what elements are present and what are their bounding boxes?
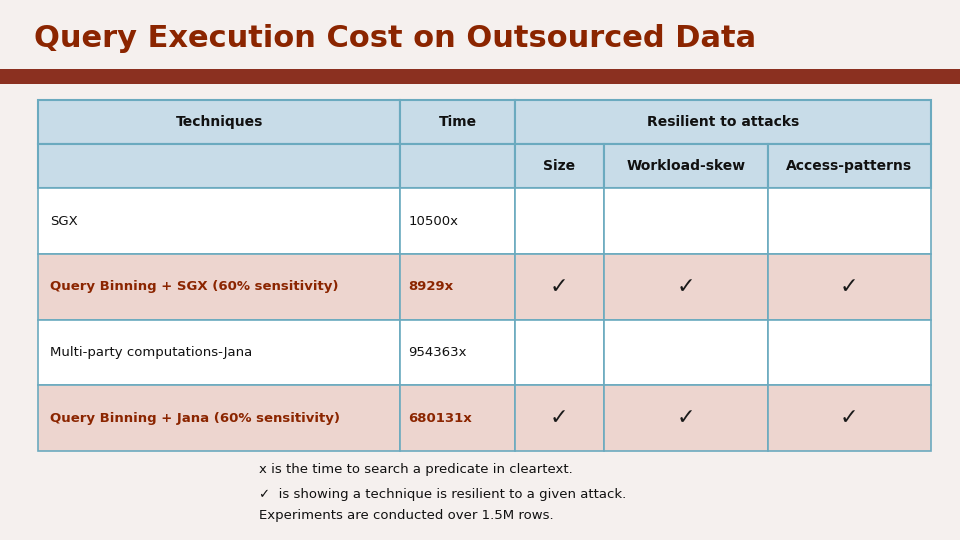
Bar — [767, 254, 931, 320]
Text: Query Binning + SGX (60% sensitivity): Query Binning + SGX (60% sensitivity) — [50, 280, 339, 293]
Bar — [400, 320, 515, 385]
Text: ✓: ✓ — [550, 277, 568, 297]
Text: Time: Time — [439, 115, 476, 129]
Bar — [515, 188, 604, 254]
Text: ✓: ✓ — [550, 408, 568, 428]
Bar — [604, 320, 767, 385]
Text: Workload-skew: Workload-skew — [626, 159, 745, 173]
Bar — [38, 254, 400, 320]
Text: Size: Size — [543, 159, 575, 173]
Bar — [515, 385, 604, 451]
Bar — [38, 385, 400, 451]
Bar — [515, 100, 931, 144]
Text: x is the time to search a predicate in cleartext.: x is the time to search a predicate in c… — [259, 463, 573, 476]
Text: Query Binning + Jana (60% sensitivity): Query Binning + Jana (60% sensitivity) — [50, 411, 340, 424]
Bar — [515, 144, 604, 188]
Bar — [767, 188, 931, 254]
Bar — [604, 254, 767, 320]
Bar — [604, 144, 767, 188]
Bar — [767, 385, 931, 451]
Text: 10500x: 10500x — [408, 215, 458, 228]
Bar — [400, 144, 515, 188]
Text: ✓: ✓ — [840, 277, 858, 297]
Text: Multi-party computations-Jana: Multi-party computations-Jana — [50, 346, 252, 359]
Text: Query Execution Cost on Outsourced Data: Query Execution Cost on Outsourced Data — [34, 24, 756, 53]
Text: 8929x: 8929x — [408, 280, 453, 293]
Bar — [38, 144, 400, 188]
Bar — [515, 320, 604, 385]
Text: Experiments are conducted over 1.5M rows.: Experiments are conducted over 1.5M rows… — [259, 509, 554, 522]
Bar — [767, 144, 931, 188]
Bar — [0, 69, 960, 84]
Text: 954363x: 954363x — [408, 346, 467, 359]
Bar — [38, 188, 400, 254]
Text: SGX: SGX — [50, 215, 78, 228]
Text: ✓: ✓ — [677, 408, 695, 428]
Text: Resilient to attacks: Resilient to attacks — [647, 115, 799, 129]
Bar — [515, 254, 604, 320]
Bar — [400, 254, 515, 320]
Bar — [604, 385, 767, 451]
Bar — [400, 100, 515, 144]
Bar — [38, 320, 400, 385]
Text: ✓: ✓ — [840, 408, 858, 428]
Bar — [38, 100, 400, 144]
Bar — [400, 385, 515, 451]
Bar — [767, 320, 931, 385]
Text: Techniques: Techniques — [176, 115, 263, 129]
Text: Access-patterns: Access-patterns — [786, 159, 912, 173]
Bar — [604, 188, 767, 254]
Text: ✓  is showing a technique is resilient to a given attack.: ✓ is showing a technique is resilient to… — [259, 488, 627, 501]
Text: 680131x: 680131x — [408, 411, 472, 424]
Bar — [400, 188, 515, 254]
Text: ✓: ✓ — [677, 277, 695, 297]
